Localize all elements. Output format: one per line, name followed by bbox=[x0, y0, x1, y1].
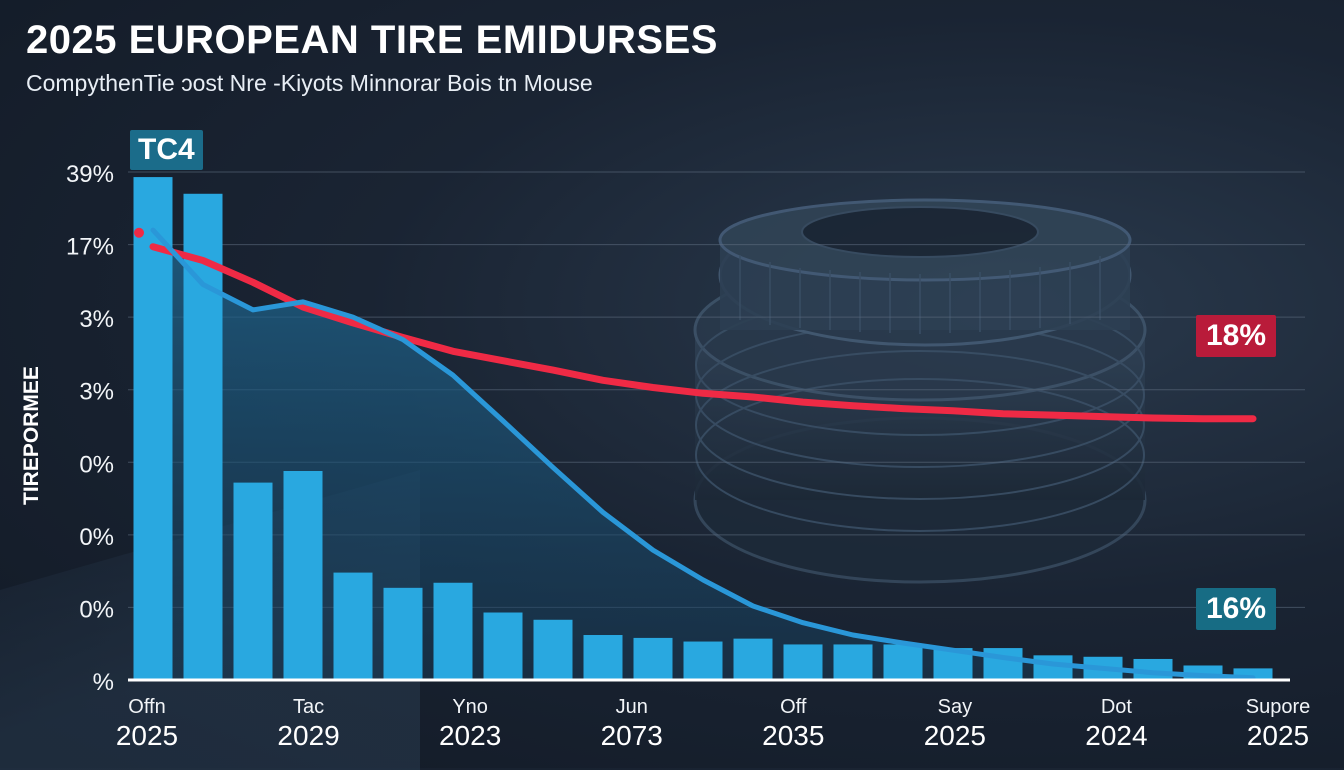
y-tick-label: % bbox=[93, 669, 114, 696]
x-tick-label-top: Off bbox=[780, 696, 807, 718]
y-tick-label: 17% bbox=[66, 234, 114, 261]
x-tick-label-year: 2024 bbox=[1085, 720, 1147, 751]
bar bbox=[283, 470, 323, 680]
x-tick-label-top: Tac bbox=[293, 696, 324, 718]
x-tick-label-year: 2035 bbox=[762, 720, 824, 751]
bar-series bbox=[133, 177, 1273, 680]
y-tick-label: 0% bbox=[79, 524, 114, 551]
x-tick-label-top: Yno bbox=[452, 696, 488, 718]
annotation-blue-value: 16% bbox=[1196, 588, 1277, 630]
bar bbox=[333, 572, 373, 680]
bar bbox=[483, 612, 523, 680]
x-tick-label-year: 2073 bbox=[601, 720, 663, 751]
bar bbox=[883, 644, 923, 680]
series-line-red bbox=[149, 243, 1257, 423]
x-tick-label-top: Jun bbox=[616, 696, 648, 718]
annotation-tc4: TC4 bbox=[130, 130, 203, 170]
x-axis-ticks: Offn2025Tac2029Yno2023Jun2073Off2035Say2… bbox=[116, 696, 1310, 751]
bar bbox=[183, 193, 223, 680]
bar bbox=[783, 644, 823, 680]
x-tick-label-top: Say bbox=[938, 696, 972, 718]
x-tick-label-top: Supore bbox=[1246, 696, 1311, 718]
series-line-red-start-marker bbox=[134, 227, 144, 238]
y-tick-label: 0% bbox=[79, 596, 114, 623]
x-tick-label-year: 2025 bbox=[1247, 720, 1309, 751]
bar bbox=[383, 587, 423, 680]
y-axis-ticks: 39% 17% 3% 3% 0% 0% 0%% bbox=[66, 161, 114, 696]
bar bbox=[533, 619, 573, 680]
y-axis-label: TIREPORMEE bbox=[20, 366, 43, 505]
x-tick-label-year: 2025 bbox=[924, 720, 986, 751]
x-tick-label-top: Dot bbox=[1101, 696, 1133, 718]
bar bbox=[983, 648, 1023, 680]
y-tick-label: 0% bbox=[79, 451, 114, 478]
x-tick-label-year: 2029 bbox=[277, 720, 339, 751]
bar bbox=[633, 637, 673, 680]
bar bbox=[1033, 655, 1073, 680]
annotation-red-value: 18% bbox=[1196, 315, 1277, 357]
bar bbox=[1233, 668, 1273, 680]
bar bbox=[833, 644, 873, 680]
bar bbox=[233, 482, 273, 680]
x-tick-label-year: 2023 bbox=[439, 720, 501, 751]
chart-title: 2025 EUROPEAN TIRE EMIDURSES bbox=[26, 18, 718, 62]
chart-subtitle: CompythenTie ɔost Nre -Kiyots Minnorar B… bbox=[26, 70, 593, 96]
y-tick-label: 39% bbox=[66, 161, 114, 188]
bar bbox=[583, 635, 623, 680]
bar bbox=[433, 582, 473, 680]
x-tick-label-year: 2025 bbox=[116, 720, 178, 751]
series-line-blue bbox=[150, 227, 1256, 681]
bar bbox=[133, 177, 173, 680]
y-tick-label: 3% bbox=[79, 379, 114, 406]
series-area-fill bbox=[153, 230, 1253, 680]
bar bbox=[733, 638, 773, 680]
bar bbox=[683, 641, 723, 680]
y-tick-label: 3% bbox=[79, 306, 114, 333]
x-tick-label-top: Offn bbox=[128, 696, 165, 718]
